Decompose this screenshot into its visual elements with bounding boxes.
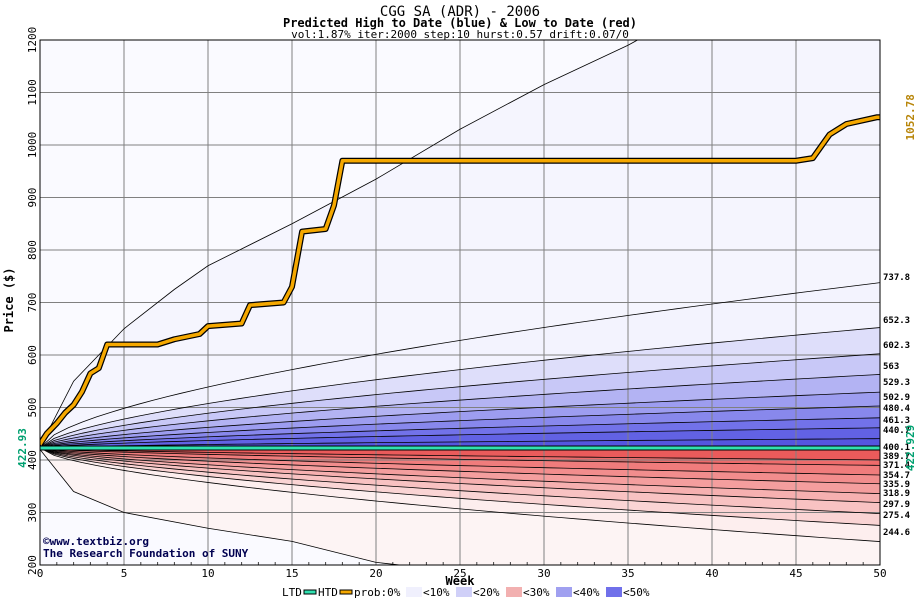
quantile-value-label: 440.7 [883,426,910,436]
plot-frame [39,39,881,566]
x-axis-label: Week [446,574,476,588]
legend-ltd-swatch [303,589,317,595]
x-tick-label: 15 [285,567,298,580]
y-tick-label: 200 [26,555,39,575]
credit-foundation: The Research Foundation of SUNY [43,547,249,560]
upper-band-2 [40,353,880,448]
credit-website: ©www.textbiz.org [43,535,149,548]
y-tick-label: 1100 [26,79,39,106]
quantile-value-label: 389.7 [883,452,910,462]
quantile-lines [40,40,880,565]
quantile-line [40,447,880,466]
chart-params: vol:1.87% iter:2000 step:10 hurst:0.57 d… [291,28,629,41]
y-tick-label: 800 [26,240,39,260]
quantile-value-label: 354.7 [883,471,910,481]
legend-bin-swatch [506,587,522,597]
quantile-value-label: 335.9 [883,480,910,490]
lower-band-8 [40,447,880,542]
quantile-value-label: 244.6 [883,528,910,538]
lower-band-7 [40,447,880,526]
legend-bin-label: <40% [573,586,600,599]
lower-band-5 [40,447,880,503]
legend: LTD HTD prob:0% <10% <20% <30% <40% <50% [282,586,650,599]
upper-band-1 [40,327,880,448]
y-tick-label: 700 [26,293,39,313]
quantile-value-label: 652.3 [883,316,910,326]
x-tick-label: 50 [873,567,886,580]
legend-bin-label: <50% [623,586,650,599]
htd-line [40,115,880,446]
quantile-value-label: 297.9 [883,500,910,510]
low-envelope-line [40,449,404,565]
y-tick-label: 500 [26,398,39,418]
legend-bin-label: <30% [523,586,550,599]
y-tick-label: 300 [26,503,39,523]
plot-area: 0 5 10 15 20 25 30 35 40 45 50 200 300 400 500 600 700 80… [16,27,917,580]
quantile-value-label: 461.3 [883,416,910,426]
quantile-line [40,447,880,503]
x-tick-label: 25 [453,567,466,580]
y-tick-label: 600 [26,345,39,365]
x-tick-label: 45 [789,567,802,580]
quantile-line [40,447,880,542]
x-tick-label: 40 [705,567,718,580]
quantile-value-label: 602.3 [883,341,910,351]
quantile-value-label: 371.4 [883,461,911,471]
legend-htd-swatch [339,589,353,595]
quantile-line [40,427,880,449]
lower-band-4 [40,447,880,494]
legend-htd-label: HTD [318,586,338,599]
quantile-value-label: 737.8 [883,273,910,283]
quantile-value-label: 529.3 [883,378,910,388]
quantile-value-label: 400.1 [883,443,910,453]
x-tick-label: 5 [121,567,128,580]
quantile-value-label: 502.9 [883,393,910,403]
legend-bin-swatch [606,587,622,597]
chart-subtitle: Predicted High to Date (blue) & Low to D… [283,16,637,30]
y-tick-label: 1200 [26,27,39,54]
y-tick-label: 400 [26,450,39,470]
chart-title: CGG SA (ADR) - 2006 [380,4,540,20]
quantile-line [40,447,880,515]
legend-bin-swatch [556,587,572,597]
ltd-value-label: 422.929 [904,425,917,471]
quantile-line [40,374,880,449]
y-axis-label: Price ($) [2,267,16,332]
y-tick-label: 900 [26,188,39,208]
lower-band-6 [40,447,880,514]
quantile-value-label: 563 [883,362,899,372]
quantile-value-label: 480.4 [883,404,911,414]
x-tick-label: 35 [621,567,634,580]
x-tick-label: 0 [37,567,44,580]
quantile-line [40,391,880,449]
quantile-line [40,405,880,449]
quantile-line [40,417,880,449]
start-price-label: 422.93 [16,428,29,468]
legend-ltd-label: LTD [282,586,302,599]
quantile-line [40,447,880,495]
x-tick-label: 10 [201,567,214,580]
quantile-line [40,438,880,449]
quantile-line [40,447,880,461]
quantile-line [40,353,880,449]
htd-value-label: 1052.78 [904,94,917,140]
y-tick-label: 1000 [26,132,39,159]
legend-bin-swatch [456,587,472,597]
legend-bin-swatch [406,587,422,597]
legend-bin-label: <10% [423,586,450,599]
quantile-line [40,282,880,449]
legend-bin-label: <20% [473,586,500,599]
quantile-line [40,447,880,476]
quantile-line [40,447,880,485]
quantile-line [40,447,880,526]
x-tick-label: 20 [369,567,382,580]
quantile-line [40,327,880,449]
quantile-value-label: 275.4 [883,511,911,521]
quantile-value-label: 318.9 [883,489,910,499]
x-tick-label: 30 [537,567,550,580]
legend-prob-label: prob:0% [354,586,401,599]
